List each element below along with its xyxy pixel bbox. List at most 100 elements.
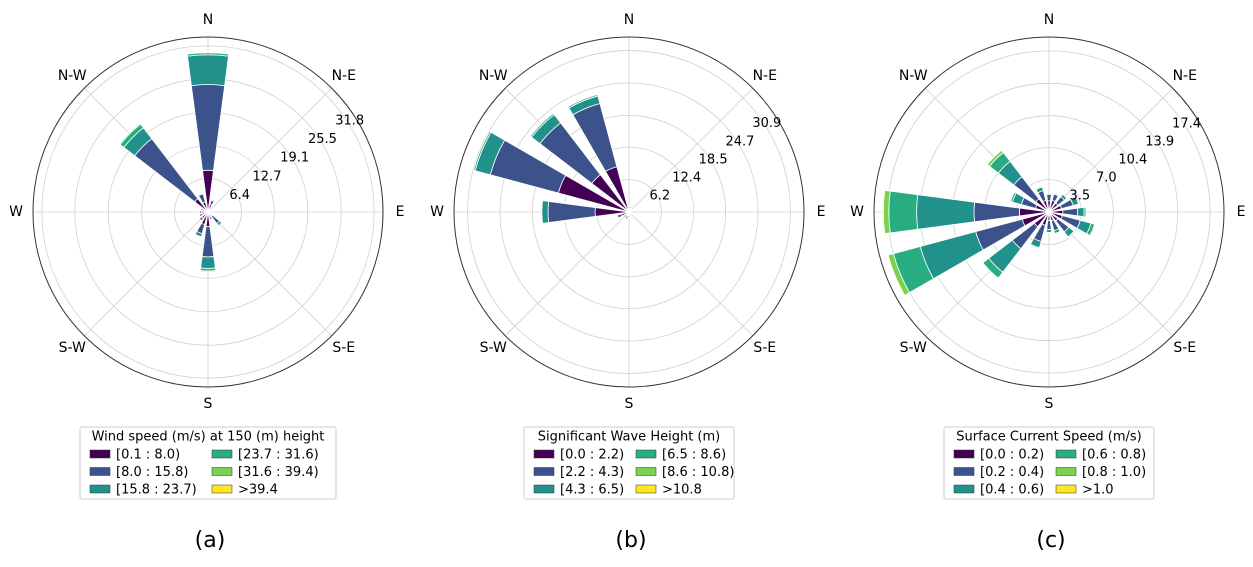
- sector-225: [623, 211, 630, 218]
- direction-label: W: [9, 204, 23, 220]
- direction-label: S-E: [753, 340, 776, 356]
- sector-0: [186, 51, 230, 213]
- bar-segment: [1067, 230, 1076, 239]
- bar-segment: [881, 189, 886, 235]
- bar-segment: [888, 190, 919, 234]
- bar-segment: [1045, 228, 1053, 233]
- r-tick-label: 31.8: [335, 114, 364, 129]
- bar-segment: [547, 200, 596, 224]
- panel-caption: (b): [615, 528, 646, 553]
- bar-segment: [628, 207, 630, 210]
- grid-spoke: [207, 87, 333, 213]
- sector-90: [1048, 206, 1087, 218]
- outer-axis: [873, 36, 1225, 388]
- legend-label: [4.3 : 6.5): [560, 483, 624, 498]
- legend-label: [0.0 : 2.2): [560, 448, 624, 463]
- legend-swatch: [1055, 449, 1077, 459]
- legend-swatch: [635, 467, 657, 476]
- bar-segment: [1089, 223, 1097, 237]
- legend-swatch: [635, 449, 657, 459]
- sector-45: [207, 207, 213, 213]
- bar-segment: [630, 211, 633, 213]
- bar-segment: [198, 193, 206, 204]
- bar-segment: [1053, 192, 1060, 197]
- r-tick-label: 10.4: [1118, 153, 1147, 168]
- direction-label: N: [624, 12, 634, 28]
- legend-swatch: [89, 467, 111, 476]
- bar-segment: [1035, 185, 1043, 191]
- legend-title: Wind speed (m/s) at 150 (m) height: [92, 430, 325, 445]
- legend-swatch: [89, 449, 111, 459]
- sector-292.5: [473, 131, 630, 213]
- bar-segment: [529, 112, 555, 138]
- r-tick-label: 12.7: [253, 169, 282, 184]
- r-tick-label: 3.5: [1070, 188, 1091, 203]
- legend-label: >10.8: [662, 483, 702, 498]
- direction-label: N-E: [332, 68, 356, 84]
- direction-label: N-E: [1173, 68, 1197, 84]
- bar-segment: [1046, 194, 1052, 202]
- bar-segment: [194, 230, 203, 238]
- direction-label: S-W: [59, 340, 86, 356]
- windrose-panel-1: 6.412.7 19.1 25.5 31.8 N N-E E S-E S S-W W N-W Wind …: [9, 12, 404, 553]
- grid-spoke: [207, 211, 333, 337]
- r-tick-label: 19.1: [280, 151, 309, 166]
- sector-270: [881, 189, 1050, 235]
- legend-swatch: [953, 484, 975, 494]
- direction-label: N-E: [753, 68, 777, 84]
- sector-67.5: [1048, 195, 1080, 213]
- sector-135: [1048, 211, 1076, 239]
- direction-label: N-W: [479, 68, 508, 84]
- sector-0: [1046, 194, 1052, 213]
- bar-segment: [209, 207, 213, 211]
- sector-337.5: [567, 93, 630, 213]
- sector-247.5: [886, 211, 1050, 297]
- sector-180: [1045, 211, 1053, 233]
- legend-swatch: [211, 467, 233, 476]
- windrose-panel-3: 3.5 7.010.4 13.9 17.4 N N-E E S-E S S-W W N-W Surfac…: [850, 12, 1245, 553]
- sector-22.5: [1048, 192, 1060, 213]
- legend-swatch: [1055, 484, 1077, 494]
- direction-label: E: [1237, 204, 1246, 220]
- r-tick-label: 7.0: [1096, 171, 1117, 186]
- legend-swatch: [533, 449, 555, 459]
- sector-337.5: [198, 193, 209, 213]
- bar-segment: [886, 254, 906, 297]
- direction-label: S: [625, 396, 634, 412]
- bar-segment: [1029, 243, 1040, 250]
- grid-spoke: [1048, 87, 1174, 213]
- outer-axis: [453, 36, 805, 388]
- legend-label: [15.8 : 23.7): [116, 483, 197, 498]
- sector-315: [986, 149, 1050, 213]
- legend-label: [0.6 : 0.8): [1082, 448, 1146, 463]
- direction-label: S: [204, 396, 213, 412]
- panel-caption: (c): [1036, 528, 1065, 553]
- bar-segment: [217, 221, 224, 228]
- legend-label: [8.0 : 15.8): [116, 465, 188, 480]
- legend-swatch: [211, 449, 233, 459]
- bar-segment: [134, 138, 199, 203]
- direction-label: S: [1045, 396, 1054, 412]
- bar-segment: [198, 216, 204, 222]
- legend-frame: [79, 426, 337, 500]
- bar-segment: [624, 215, 629, 220]
- sector-202.5: [1029, 211, 1050, 250]
- bar-segment: [118, 122, 142, 146]
- sector-45: [1048, 193, 1068, 213]
- grid-spoke: [628, 87, 754, 213]
- direction-label: E: [817, 204, 826, 220]
- bar-segment: [1060, 193, 1068, 201]
- bar-segment: [567, 93, 599, 109]
- bar-segment: [986, 149, 1004, 167]
- legend: Surface Current Speed (m/s) [0.0 : 0.2) [0…: [943, 426, 1155, 500]
- panel-caption: (a): [195, 528, 226, 553]
- sector-45: [628, 208, 633, 213]
- outer-axis: [32, 36, 384, 388]
- legend: Significant Wave Height (m) [0.0 : 2.2) [2…: [523, 426, 735, 500]
- sector-180: [199, 211, 217, 273]
- legend-swatch: [953, 449, 975, 459]
- bar-segment: [1077, 206, 1085, 218]
- direction-label: N: [1044, 12, 1054, 28]
- sector-180: [627, 211, 631, 218]
